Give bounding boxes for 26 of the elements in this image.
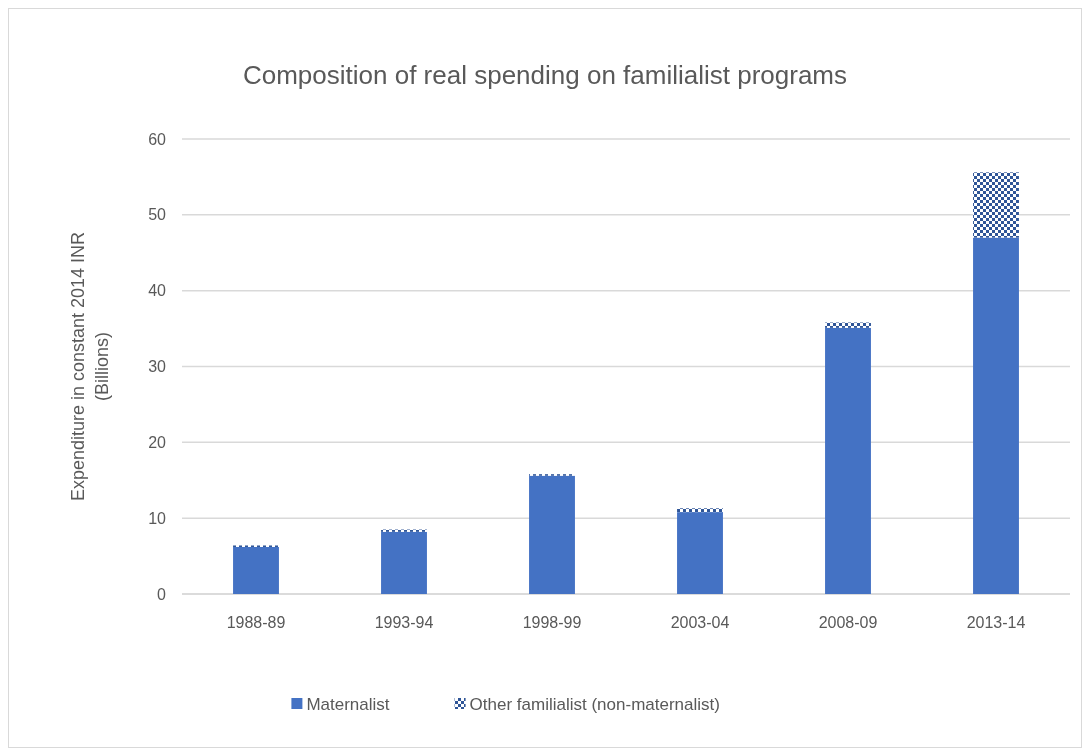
y-axis-title: Expenditure in constant 2014 INR (Billions)	[68, 231, 112, 502]
legend-label: Maternalist	[306, 695, 390, 714]
bar	[825, 327, 871, 594]
bar	[677, 508, 723, 513]
y-tick-label: 20	[148, 433, 167, 451]
y-tick-label: 50	[148, 206, 167, 224]
x-tick-label: 1988-89	[226, 614, 286, 631]
chart-title: Composition of real spending on familialist programs	[242, 60, 848, 90]
legend-label: Other familialist (non-maternalist)	[469, 695, 720, 714]
x-tick-label: 1998-99	[522, 614, 582, 631]
x-tick-label: 2013-14	[966, 614, 1026, 631]
bar	[677, 512, 723, 594]
bar	[529, 475, 575, 594]
bar	[825, 322, 871, 328]
y-tick-label: 0	[157, 585, 167, 603]
y-tick-label: 60	[148, 130, 167, 148]
bar	[973, 237, 1019, 594]
bar	[381, 531, 427, 594]
y-tick-label: 40	[148, 282, 167, 300]
x-tick-label: 1993-94	[374, 614, 434, 631]
y-tick-label: 30	[148, 358, 167, 376]
x-tick-label: 2008-09	[818, 614, 878, 631]
bar	[233, 546, 279, 594]
bar	[973, 172, 1019, 238]
y-tick-label: 10	[148, 509, 167, 527]
x-tick-label: 2003-04	[670, 614, 730, 631]
